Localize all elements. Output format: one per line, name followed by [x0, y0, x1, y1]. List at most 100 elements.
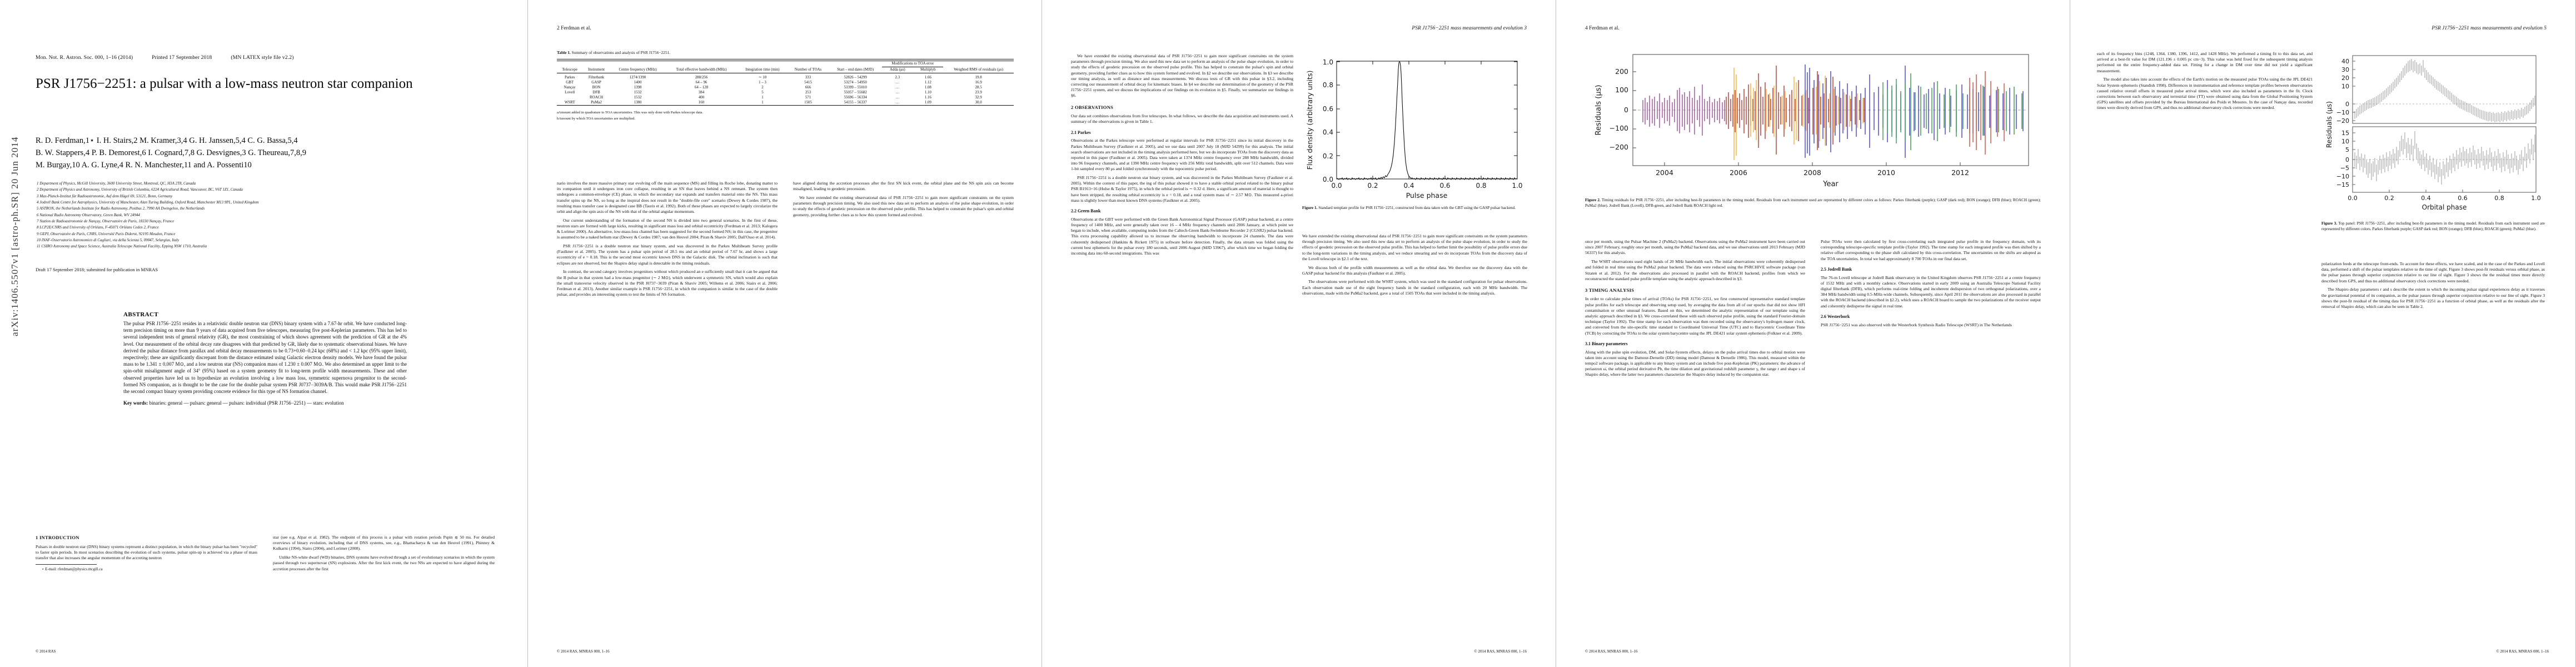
journal-printed: Printed 17 September 2018 [152, 54, 212, 61]
cell-multiply: 1.16 [924, 96, 931, 100]
cell-dates: 52826 – 54299 [844, 75, 867, 79]
svg-text:200: 200 [1615, 67, 1628, 76]
figure-2-label: Figure 2. [1585, 198, 1601, 202]
svg-text:−10: −10 [2336, 173, 2349, 180]
cell-add: … [895, 81, 900, 85]
abstract-block: ABSTRACT The pulsar PSR J1756−2251 resid… [123, 311, 407, 406]
table-row: Nançay BON 1398 64 – 128 2 666 53399 – 5… [557, 85, 1014, 90]
svg-text:2010: 2010 [1877, 168, 1895, 177]
col-header-weighted-rms: Weighted RMS of residuals (μs) [954, 68, 1004, 72]
orbital-residuals-plot: 40 30 20 10 0 −10 −20 [2321, 51, 2545, 218]
paragraph: Pulse TOAs were then calculated by first… [1821, 239, 2041, 261]
paragraph: each of its frequency bins (1248, 1364, … [2097, 51, 2313, 73]
cell-add: … [895, 86, 900, 90]
cell-bandwidth: 160 [698, 101, 705, 105]
cell-integration: ∼ 10 [758, 76, 767, 80]
affiliation-item: 3 Max-Planck-Institut für Radioastronomi… [37, 193, 173, 198]
x-tick-labels: 0.0 0.2 0.4 0.6 0.8 1.0 [2348, 195, 2541, 202]
series-parkes-filterbank [1642, 84, 1725, 136]
page4-column-1: once per month, using the Pulsar Machine… [1585, 239, 1805, 381]
svg-text:5: 5 [2345, 146, 2349, 153]
affiliation-item: 2 Department of Physics and Astronomy, U… [37, 187, 243, 192]
svg-text:0.6: 0.6 [1323, 105, 1333, 113]
cell-bandwidth: 400 [698, 96, 705, 100]
affiliation-item: 9 GEPI, Observatoire de Paris, CNRS, Uni… [37, 231, 176, 236]
arxiv-stamp: arXiv:1406.5507v1 [astro-ph.SR] 20 Jun 2… [9, 136, 20, 336]
paragraph: nario involves the more massive primary … [557, 181, 778, 215]
table-row: Parkes Filterbank 1274/1390 288/256 ∼ 10… [557, 74, 1014, 80]
page5-column-2: polarization feeds at the telescope fron… [2321, 261, 2545, 313]
affiliation-item: 11 CSIRO Astronomy and Space Science, Au… [37, 244, 207, 249]
paragraph: The 76-m Lovell telescope at Jodrell Ban… [1821, 275, 2041, 308]
profile-curve [1336, 61, 1517, 180]
svg-text:10: 10 [2341, 83, 2349, 90]
cell-telescope [557, 95, 582, 100]
svg-text:15: 15 [2341, 130, 2349, 137]
table-subheader-row: Adda (μs) Multiplyb [557, 67, 1014, 73]
svg-text:−100: −100 [1610, 124, 1628, 132]
paragraph: We discuss both of the profile width mea… [1302, 265, 1527, 276]
svg-text:2012: 2012 [1951, 168, 1969, 177]
y-axis-label: Residuals (μs) [2325, 101, 2333, 148]
cell-telescope: Lovell [565, 91, 575, 95]
svg-text:0.2: 0.2 [1367, 182, 1378, 190]
cell-ntoas: 666 [805, 86, 811, 90]
svg-text:1.0: 1.0 [1323, 58, 1333, 66]
x-axis-label: Orbital phase [2422, 203, 2467, 211]
svg-text:20: 20 [2341, 74, 2349, 82]
cell-add: 2.3 [895, 75, 900, 79]
figure-3-block: 40 30 20 10 0 −10 −20 [2321, 51, 2545, 232]
cell-rms: 16.9 [975, 81, 982, 85]
cell-telescope: Parkes [564, 75, 575, 79]
cell-integration: 2 [761, 86, 764, 90]
paragraph: The Shapiro delay parameters r and s des… [2321, 287, 2545, 309]
cell-frequency: 1380 [634, 101, 642, 105]
cell-add: … [895, 101, 900, 105]
page3-column-1-wrap: We have extended the existing observatio… [1071, 53, 1293, 260]
x-tick-labels: 2004 2006 2008 2010 2012 [1656, 168, 1969, 177]
running-head: 2 Ferdman et al. [557, 26, 591, 31]
running-head: PSR J1756−2251 mass measurements and evo… [2431, 26, 2547, 31]
subsection-heading-westerbork: 2.6 Westerbork [1821, 313, 1850, 319]
cell-rms: 32.9 [975, 96, 982, 100]
keywords-label: Key words: [123, 400, 148, 406]
paragraph: The WSRT observations used eight bands o… [1585, 259, 1805, 281]
cell-instrument: DFB [592, 91, 600, 95]
paragraph: We have extended the existing observatio… [1071, 53, 1293, 98]
cell-rms: 19.8 [975, 75, 982, 79]
cell-integration: 1 [761, 101, 764, 105]
abstract-text: The pulsar PSR J1756−2251 resides in a r… [123, 321, 407, 394]
section-heading-introduction: 1 INTRODUCTION [36, 535, 79, 540]
col-header-multiply: Multiplyb [920, 68, 936, 72]
page-4: 4 Ferdman et al. 200 100 0 −100 −200 [1556, 0, 2070, 667]
page-1: Mon. Not. R. Astron. Soc. 000, 1–16 (201… [0, 0, 528, 667]
author-list: R. D. Ferdman,1⋆ I. H. Stairs,2 M. Krame… [36, 135, 497, 171]
affiliation-list: 1 Department of Physics, McGill Universi… [37, 181, 504, 250]
figure-3-label: Figure 3. [2321, 221, 2337, 226]
journal-ref: Mon. Not. R. Astron. Soc. 000, 1–16 (201… [36, 54, 133, 61]
table-row: WSRT PuMa2 1380 160 1 1505 54155 – 56337… [557, 100, 1014, 106]
subsection-heading-parkes: 2.1 Parkes [1071, 130, 1091, 135]
paragraph: In order to calculate pulse times of arr… [1585, 296, 1805, 336]
cell-bandwidth: 288/256 [695, 75, 708, 79]
keywords-text: binaries: general — pulsars: general — p… [149, 400, 344, 406]
email-footnote: ⋆ E-mail: rferdman@physics.mcgill.ca [42, 567, 103, 572]
cell-ntoas: 253 [805, 91, 811, 95]
svg-text:0.6: 0.6 [1439, 182, 1450, 190]
paragraph: Pulsars in double neutron star (DNS) bin… [36, 544, 257, 560]
cell-frequency: 1274/1390 [629, 75, 646, 79]
page2-body: nario involves the more massive primary … [557, 181, 1014, 301]
svg-text:0.2: 0.2 [2384, 195, 2394, 202]
svg-text:30: 30 [2341, 66, 2349, 73]
svg-text:0.8: 0.8 [2494, 195, 2504, 202]
affiliation-item: 5 ASTRON, the Netherlands Institute for … [37, 206, 205, 211]
paragraph: We have extended the existing observatio… [1302, 233, 1527, 261]
paragraph: We have extended the existing observatio… [793, 195, 1014, 217]
keywords-block: Key words: binaries: general — pulsars: … [123, 400, 407, 406]
page2-column-1: nario involves the more massive primary … [557, 181, 778, 301]
cell-ntoas: 1505 [804, 101, 812, 105]
cell-integration: 1 [761, 96, 764, 100]
svg-text:0.8: 0.8 [1323, 81, 1333, 89]
footnote-rule [36, 564, 97, 565]
